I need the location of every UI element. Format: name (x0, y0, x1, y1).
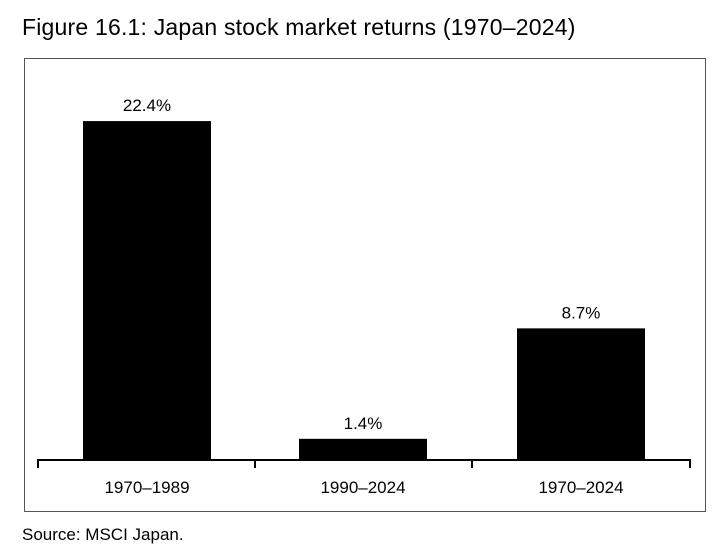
bar-3 (517, 328, 645, 460)
bars-layer (83, 121, 645, 460)
bar-value-label: 1.4% (344, 414, 383, 433)
bar-value-label: 8.7% (562, 303, 601, 322)
x-tick-label: 1990–2024 (320, 478, 405, 497)
bar-2 (299, 438, 427, 460)
bar-chart: 22.4% 1970–1989 1.4% 1990–2024 8.7% 1970–2024 (37, 96, 691, 497)
chart-title: Figure 16.1: Japan stock market returns … (22, 14, 576, 40)
x-tick-label: 1970–1989 (104, 478, 189, 497)
labels-layer: 22.4% 1970–1989 1.4% 1990–2024 8.7% 1970–2024 (104, 96, 623, 497)
x-axis (37, 459, 691, 468)
source-note: Source: MSCI Japan. (22, 525, 184, 544)
bar-1 (83, 121, 211, 460)
bar-value-label: 22.4% (123, 96, 171, 115)
chart-frame (24, 58, 706, 512)
x-tick-label: 1970–2024 (538, 478, 623, 497)
